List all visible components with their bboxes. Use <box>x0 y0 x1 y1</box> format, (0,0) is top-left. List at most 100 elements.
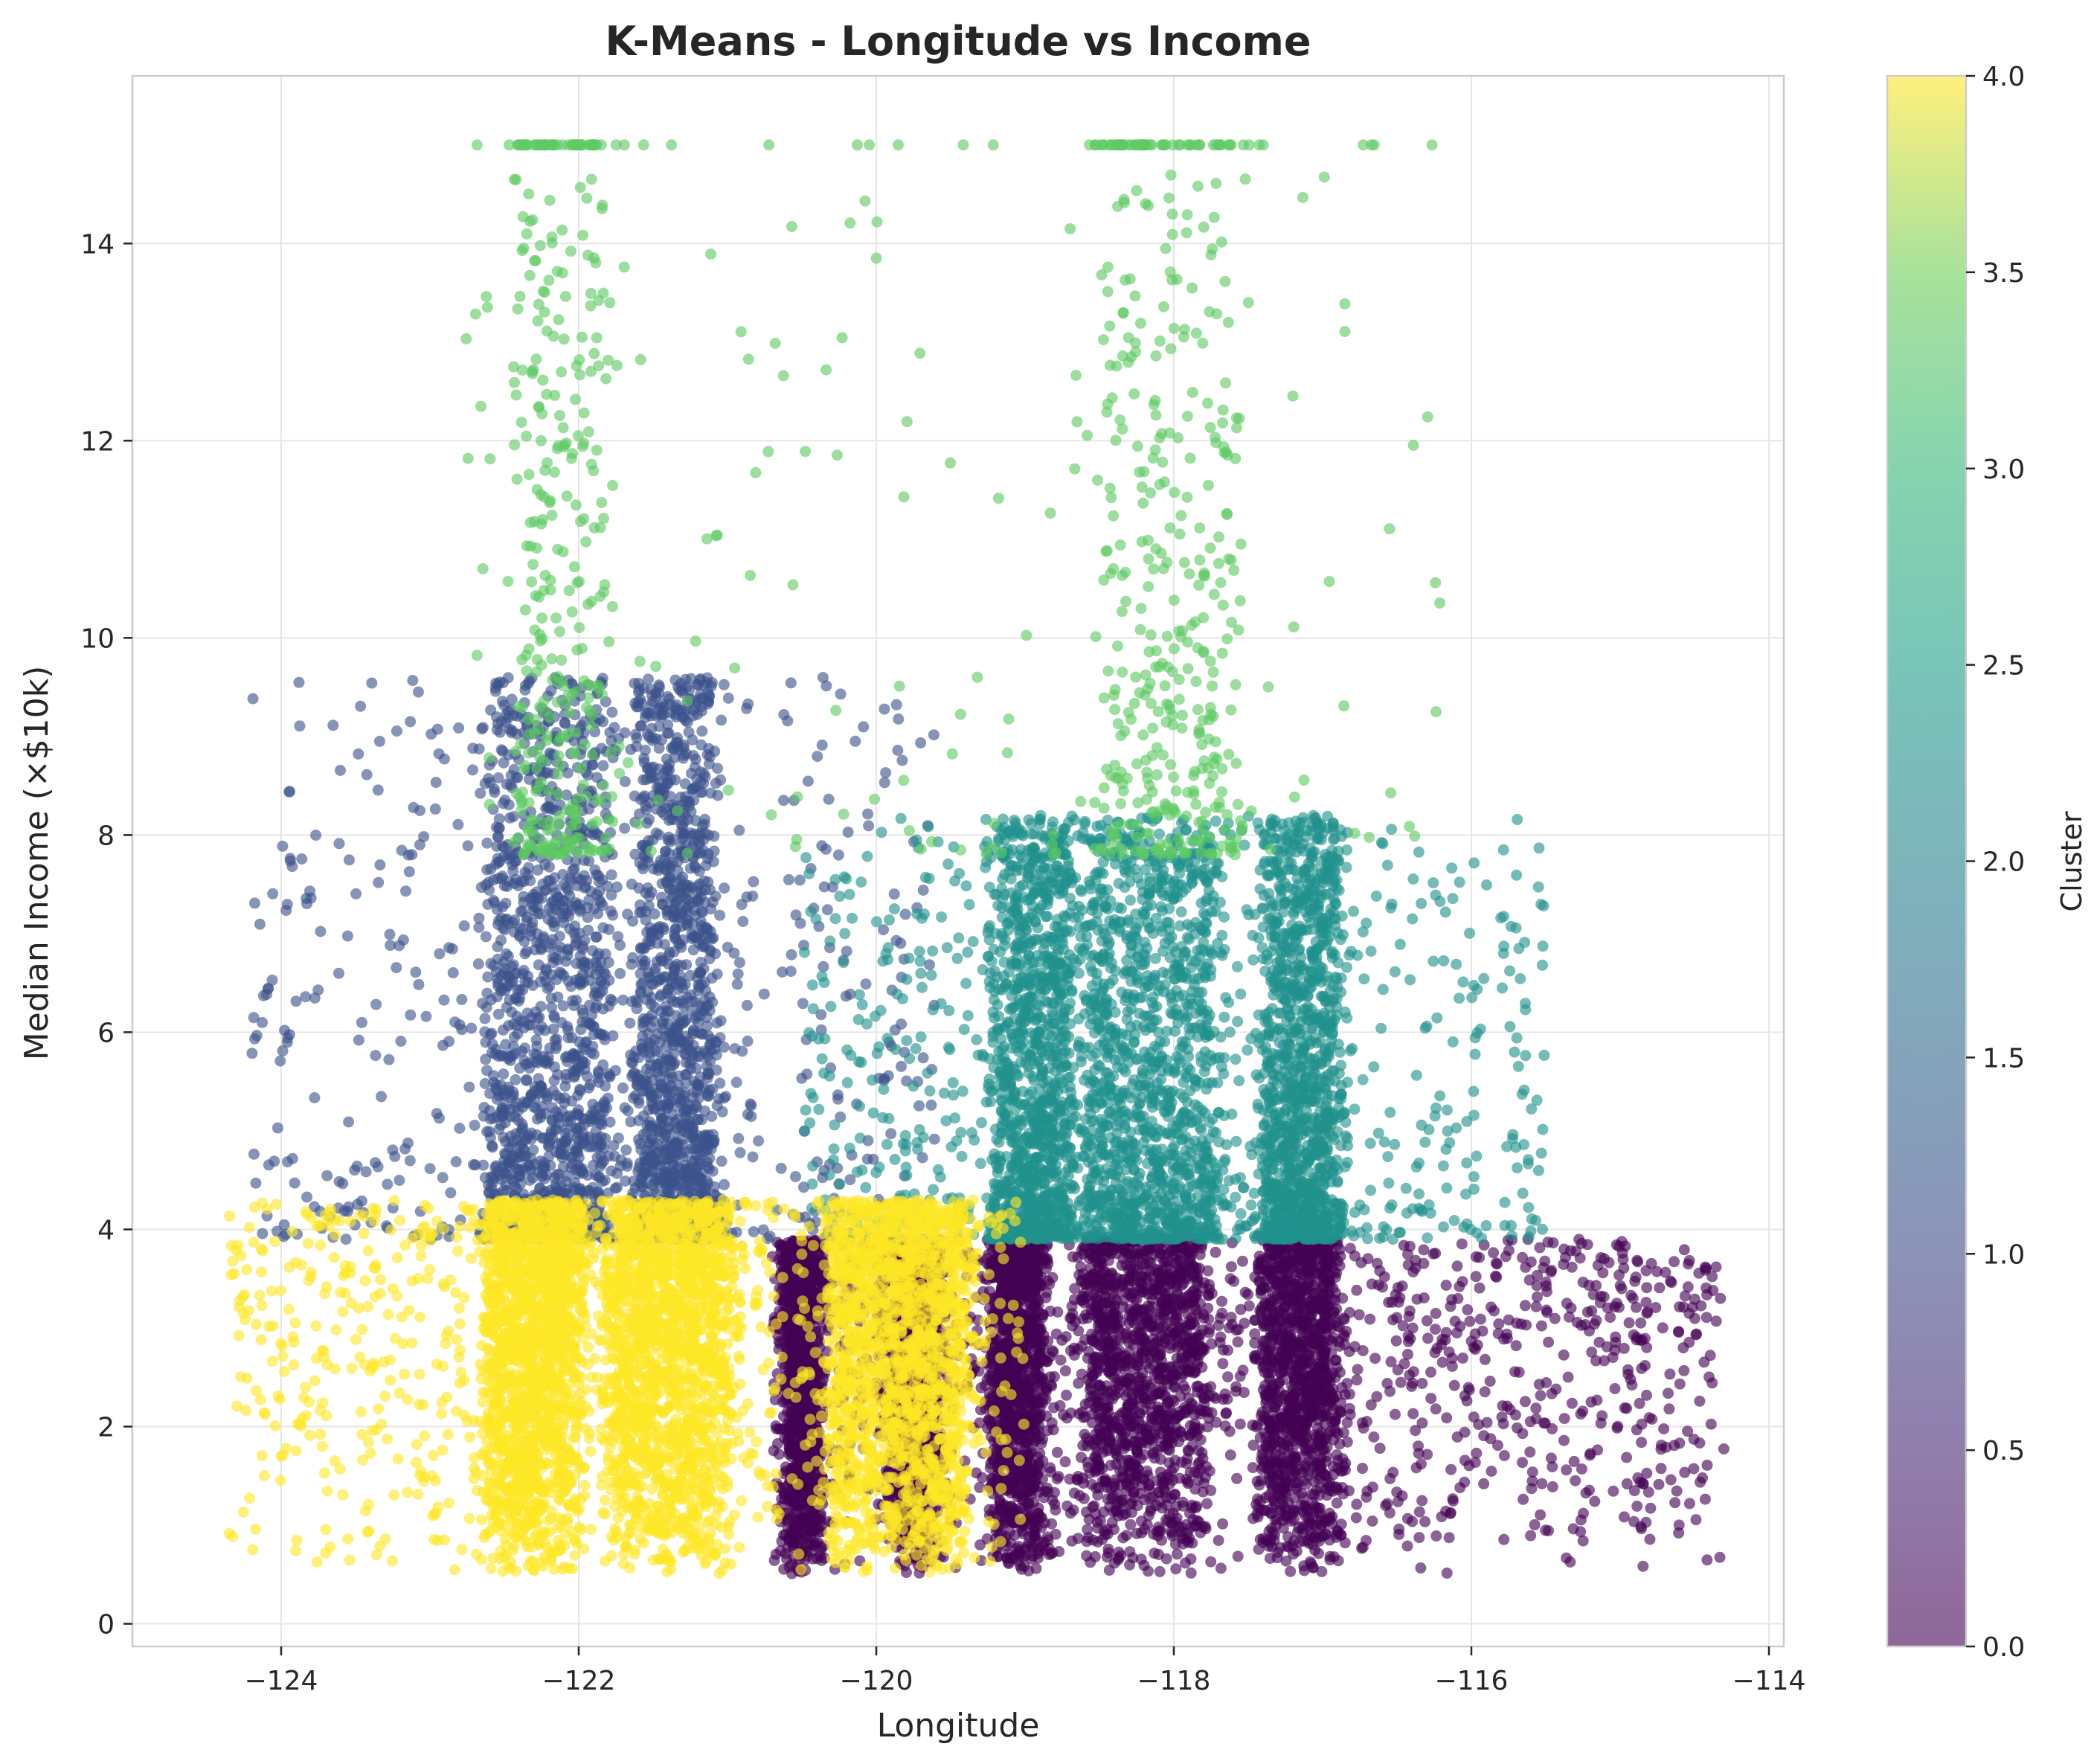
point <box>1509 1409 1521 1421</box>
point <box>1645 1502 1657 1514</box>
point <box>1196 1362 1208 1373</box>
point <box>1061 1389 1072 1401</box>
point <box>1714 1551 1726 1563</box>
point <box>1530 1402 1542 1414</box>
point <box>1547 1423 1558 1434</box>
point <box>1570 1475 1581 1486</box>
point <box>1695 1476 1706 1488</box>
point <box>1220 1408 1232 1420</box>
point <box>1082 1457 1093 1468</box>
point <box>1488 1247 1500 1259</box>
point <box>1631 1424 1642 1436</box>
point <box>1413 1506 1425 1518</box>
point <box>1430 1403 1442 1415</box>
point <box>1440 1327 1452 1338</box>
point <box>1674 1437 1686 1449</box>
point <box>1341 1417 1353 1428</box>
point <box>1683 1498 1695 1510</box>
point <box>1357 1463 1368 1475</box>
point <box>1635 1317 1647 1329</box>
point <box>1351 1374 1363 1386</box>
point <box>1558 1413 1570 1425</box>
point <box>1577 1535 1589 1547</box>
point <box>1657 1322 1669 1334</box>
point <box>1338 1331 1350 1343</box>
point <box>1474 1282 1486 1294</box>
point <box>1085 1556 1096 1568</box>
point <box>1048 1402 1060 1414</box>
point <box>1213 1535 1224 1546</box>
point <box>1710 1315 1722 1327</box>
point <box>1663 1403 1675 1415</box>
point <box>1052 1306 1064 1318</box>
point <box>1608 1485 1619 1497</box>
point <box>1143 1565 1154 1577</box>
point <box>1349 1341 1361 1353</box>
point <box>1566 1397 1578 1409</box>
point <box>1149 1547 1160 1559</box>
point <box>1210 1246 1221 1258</box>
point <box>1491 1271 1503 1283</box>
point <box>1503 1245 1515 1257</box>
point <box>1589 1495 1601 1507</box>
point <box>1530 1413 1542 1425</box>
point <box>1451 1260 1463 1272</box>
point <box>1391 1486 1403 1498</box>
point <box>1422 1449 1433 1460</box>
point <box>1078 1492 1090 1504</box>
point <box>1566 1261 1578 1273</box>
point <box>1357 1542 1369 1553</box>
point <box>1493 1318 1505 1330</box>
point <box>1415 1562 1427 1574</box>
point <box>1496 1411 1508 1423</box>
point <box>1232 1550 1244 1562</box>
point <box>1673 1326 1684 1338</box>
point <box>1441 1412 1453 1424</box>
point <box>1665 1275 1677 1287</box>
point <box>1543 1525 1555 1536</box>
point <box>1609 1383 1621 1394</box>
point <box>1718 1443 1730 1455</box>
point <box>1700 1312 1712 1324</box>
point <box>1492 1328 1504 1340</box>
point <box>1231 1472 1243 1484</box>
point <box>1629 1275 1641 1287</box>
point <box>1332 1555 1344 1567</box>
point <box>1224 1322 1235 1334</box>
point <box>1402 1348 1413 1360</box>
point <box>1430 1324 1441 1335</box>
point <box>1534 1242 1546 1254</box>
point <box>1069 1283 1081 1295</box>
point <box>1584 1448 1596 1460</box>
point <box>1457 1352 1468 1364</box>
point <box>1586 1346 1598 1358</box>
point <box>1519 1396 1531 1408</box>
point <box>1421 1315 1433 1327</box>
point <box>1529 1518 1541 1530</box>
point <box>1330 1425 1341 1437</box>
point <box>1410 1425 1422 1437</box>
point <box>1321 1489 1333 1501</box>
point <box>1561 1464 1573 1476</box>
point <box>1073 1269 1085 1281</box>
point <box>1395 1376 1407 1388</box>
point <box>1404 1332 1416 1344</box>
point <box>1637 1560 1649 1572</box>
point <box>1111 1450 1123 1462</box>
point <box>1541 1280 1552 1292</box>
point <box>1498 1533 1510 1545</box>
point <box>1160 1553 1172 1565</box>
point <box>1331 1449 1343 1460</box>
point <box>1590 1315 1602 1327</box>
point <box>1636 1437 1648 1449</box>
point <box>1474 1313 1486 1325</box>
point <box>1674 1378 1686 1390</box>
point <box>976 1472 988 1484</box>
point <box>1419 1516 1431 1527</box>
point <box>1644 1533 1656 1545</box>
point <box>1090 1508 1102 1520</box>
point <box>1677 1342 1689 1354</box>
point <box>1690 1329 1702 1341</box>
point <box>1238 1387 1250 1399</box>
point <box>1224 1449 1236 1461</box>
